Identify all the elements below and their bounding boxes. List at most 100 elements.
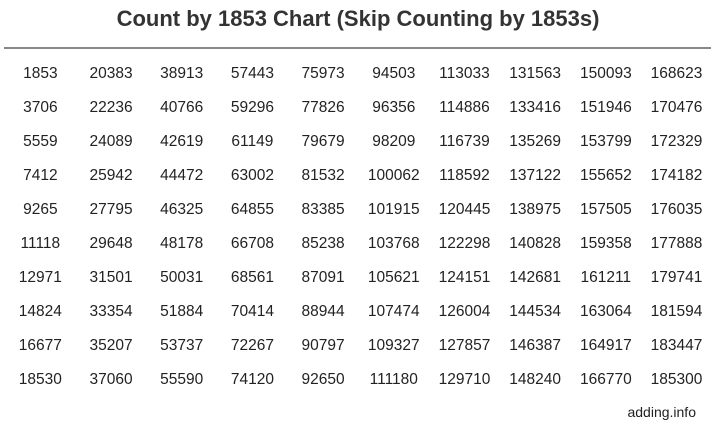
table-cell: 3706 xyxy=(23,99,58,116)
table-cell: 40766 xyxy=(160,99,204,116)
table-cell: 75973 xyxy=(301,65,345,82)
table-cell: 79679 xyxy=(301,133,345,150)
table-cell: 9265 xyxy=(23,201,58,218)
table-cell: 72267 xyxy=(230,337,274,354)
table-cell: 31501 xyxy=(89,269,133,286)
table-cell: 155652 xyxy=(579,167,632,184)
table-cell: 29648 xyxy=(89,235,133,252)
table-cell: 20383 xyxy=(89,65,133,82)
table-cell: 174182 xyxy=(650,167,703,184)
table-cell: 81532 xyxy=(301,167,345,184)
table-cell: 101915 xyxy=(367,201,420,218)
table-cell: 107474 xyxy=(367,303,420,320)
table-cell: 44472 xyxy=(160,167,204,184)
table-cell: 66708 xyxy=(230,235,274,252)
table-cell: 57443 xyxy=(230,65,274,82)
table-cell: 144534 xyxy=(509,303,562,320)
table-row: 18530 37060 55590 74120 92650 111180 129710 148… xyxy=(5,363,712,397)
table-cell: 113033 xyxy=(439,65,490,82)
table-cell: 124151 xyxy=(438,269,491,286)
table-cell: 118592 xyxy=(439,167,490,184)
table-cell: 16677 xyxy=(18,337,62,354)
table-cell: 140828 xyxy=(509,235,562,252)
table-cell: 183447 xyxy=(650,337,703,354)
table-cell: 53737 xyxy=(160,337,204,354)
table-cell: 148240 xyxy=(509,371,562,388)
table-cell: 90797 xyxy=(301,337,345,354)
table-cell: 64855 xyxy=(230,201,274,218)
table-cell: 131563 xyxy=(509,65,562,82)
table-cell: 111180 xyxy=(369,371,418,388)
table-cell: 38913 xyxy=(160,65,204,82)
table-cell: 7412 xyxy=(23,167,58,184)
site-credit: adding.info xyxy=(627,404,696,420)
table-cell: 61149 xyxy=(231,133,274,150)
table-cell: 109327 xyxy=(367,337,420,354)
table-cell: 14824 xyxy=(18,303,62,320)
table-cell: 63002 xyxy=(230,167,274,184)
table-cell: 18530 xyxy=(18,371,62,388)
table-row: 1853 20383 38913 57443 75973 94503 113033 13156… xyxy=(5,57,712,91)
table-cell: 35207 xyxy=(89,337,133,354)
table-cell: 68561 xyxy=(230,269,274,286)
table-cell: 42619 xyxy=(160,133,204,150)
table-cell: 105621 xyxy=(367,269,420,286)
table-cell: 114886 xyxy=(439,99,490,116)
table-cell: 157505 xyxy=(579,201,632,218)
table-cell: 142681 xyxy=(509,269,562,286)
table-cell: 126004 xyxy=(438,303,491,320)
table-cell: 92650 xyxy=(301,371,345,388)
table-cell: 74120 xyxy=(230,371,274,388)
table-cell: 151946 xyxy=(579,99,632,116)
table-row: 14824 33354 51884 70414 88944 107474 126004 144… xyxy=(5,295,712,329)
table-cell: 181594 xyxy=(650,303,703,320)
table-row: 7412 25942 44472 63002 81532 100062 118592 1371… xyxy=(5,159,712,193)
table-cell: 27795 xyxy=(89,201,133,218)
table-cell: 55590 xyxy=(160,371,204,388)
table-cell: 168623 xyxy=(650,65,703,82)
table-row: 12971 31501 50031 68561 87091 105621 124151 142… xyxy=(5,261,712,295)
table-cell: 24089 xyxy=(89,133,133,150)
table-cell: 51884 xyxy=(160,303,204,320)
table-cell: 37060 xyxy=(89,371,133,388)
table-cell: 138975 xyxy=(509,201,562,218)
table-cell: 1853 xyxy=(23,65,58,82)
table-row: 9265 27795 46325 64855 83385 101915 120445 1389… xyxy=(5,193,712,227)
table-cell: 163064 xyxy=(579,303,632,320)
table-cell: 94503 xyxy=(372,65,416,82)
table-cell: 85238 xyxy=(301,235,345,252)
table-cell: 116739 xyxy=(439,133,490,150)
table-cell: 88944 xyxy=(301,303,345,320)
table-cell: 176035 xyxy=(650,201,703,218)
table-cell: 185300 xyxy=(650,371,703,388)
table-cell: 161211 xyxy=(580,269,632,286)
table-row: 16677 35207 53737 72267 90797 109327 127857 146… xyxy=(5,329,712,363)
table-cell: 59296 xyxy=(230,99,274,116)
table-cell: 133416 xyxy=(509,99,562,116)
table-cell: 11118 xyxy=(20,235,61,252)
table-cell: 146387 xyxy=(509,337,562,354)
table-cell: 170476 xyxy=(650,99,703,116)
table-cell: 120445 xyxy=(438,201,491,218)
table-cell: 87091 xyxy=(301,269,345,286)
table-cell: 177888 xyxy=(650,235,703,252)
table-cell: 166770 xyxy=(579,371,632,388)
table-cell: 5559 xyxy=(23,133,58,150)
table-cell: 129710 xyxy=(438,371,491,388)
table-cell: 33354 xyxy=(89,303,133,320)
table-cell: 98209 xyxy=(372,133,416,150)
table-cell: 150093 xyxy=(579,65,632,82)
table-cell: 83385 xyxy=(301,201,345,218)
table-cell: 179741 xyxy=(650,269,703,286)
table-cell: 135269 xyxy=(509,133,562,150)
table-cell: 172329 xyxy=(650,133,703,150)
table-cell: 50031 xyxy=(160,269,204,286)
divider xyxy=(4,47,711,49)
table-cell: 127857 xyxy=(438,337,491,354)
table-cell: 48178 xyxy=(160,235,204,252)
table-cell: 96356 xyxy=(372,99,416,116)
table-cell: 103768 xyxy=(367,235,420,252)
table-cell: 137122 xyxy=(509,167,562,184)
table-cell: 12971 xyxy=(18,269,62,286)
table-cell: 164917 xyxy=(579,337,632,354)
